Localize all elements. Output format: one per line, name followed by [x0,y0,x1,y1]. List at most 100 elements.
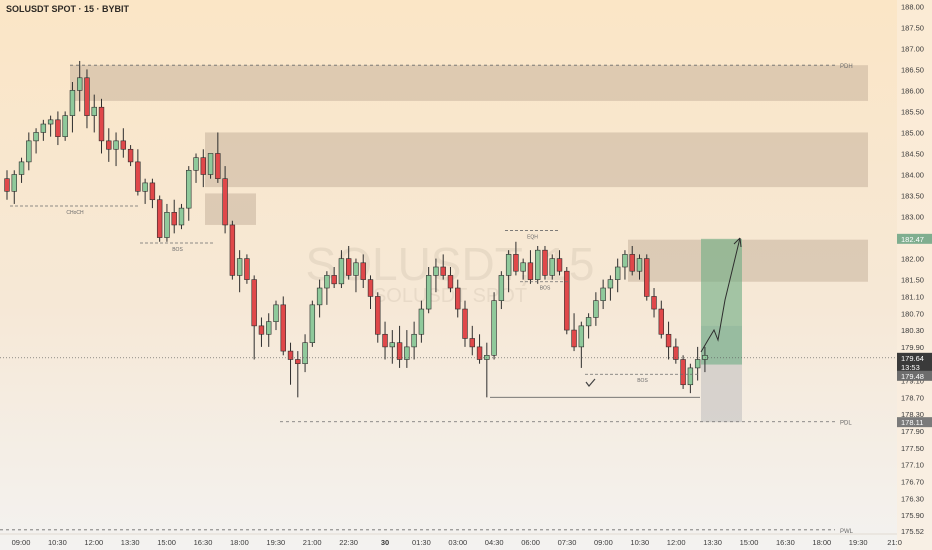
bullish-candle [69,90,76,116]
bearish-candle [571,329,577,348]
price-label-text: 182.47 [901,235,924,244]
level-label-pdh: PDH [840,64,853,70]
bearish-candle [244,258,250,280]
time-tick: 01:30 [412,538,431,547]
time-tick: 04:30 [485,538,504,547]
price-tick: 179.10 [901,377,924,386]
time-tick: 15:00 [157,538,176,547]
bearish-candle [127,148,134,163]
bullish-candle [302,342,308,365]
structure-label: CHoCH [66,210,84,216]
bearish-candle [156,199,163,238]
watermark-subtitle: SOLUSDT SPOT [373,285,527,307]
supply-zone [70,65,868,101]
bullish-candle [600,287,606,301]
bearish-candle [84,77,90,116]
bullish-candle [186,169,192,209]
bearish-candle [345,258,352,276]
bullish-candle [484,354,490,360]
bearish-candle [215,153,221,180]
price-tick: 175.90 [901,511,924,520]
price-tick: 177.90 [901,427,924,436]
symbol-title: SOLUSDT SPOT · 15 · BYBIT [6,4,130,14]
time-tick: 30 [381,538,389,547]
price-tick: 186.00 [901,86,924,95]
price-tick: 185.50 [901,107,924,116]
bearish-candle [55,119,61,137]
price-tick: 183.00 [901,213,924,222]
bearish-candle [447,275,454,289]
bearish-candle [542,249,548,276]
time-tick: 12:00 [84,538,103,547]
bullish-candle [578,325,585,348]
price-tick: 176.30 [901,494,924,503]
price-tick: 183.50 [901,192,924,201]
bullish-candle [266,321,272,335]
bullish-candle [164,212,170,238]
time-tick: 22:30 [339,538,358,547]
bearish-candle [222,178,228,226]
time-tick: 03:00 [448,538,467,547]
bearish-candle [360,262,366,280]
time-axis[interactable]: 09:00 10:30 12:00 13:30 15:00 16:30 18:00 19:30… [0,533,902,547]
bearish-candle [375,296,381,335]
bullish-candle [33,132,39,142]
check-mark-icon [585,378,596,387]
bearish-candle [396,342,403,360]
level-label-pdl: PDL [840,421,852,427]
bullish-candle [207,153,214,175]
bullish-candle [178,207,185,226]
bearish-candle [476,346,483,360]
bearish-candle [673,346,679,360]
take-profit-zone [701,238,742,365]
time-tick: 15:00 [740,538,759,547]
bullish-candle [418,308,425,335]
bearish-candle [382,333,388,348]
price-tick: 181.10 [901,292,924,301]
structure-label: EQH [527,234,538,240]
time-tick: 21:0 [887,538,902,547]
bullish-candle [614,266,621,280]
price-tick: 187.00 [901,44,924,53]
time-tick: 12:00 [667,538,686,547]
bearish-candle [106,140,112,150]
bullish-candle [535,249,541,280]
bullish-candle [425,275,432,310]
bearish-candle [564,270,570,331]
price-axis[interactable]: 188.00 187.50 187.00 186.50 186.00 185.50 185.… [897,0,932,550]
price-tick: 178.30 [901,410,924,419]
price-tick: 177.50 [901,444,924,453]
bullish-candle [309,304,316,343]
time-tick: 16:30 [194,538,213,547]
bearish-candle [680,359,686,386]
arrow-head-icon [733,237,742,248]
level-label-pwl: PWL [840,529,854,535]
candles-layer [4,60,708,398]
zones-layer [70,65,868,423]
time-tick: 13:30 [121,538,140,547]
bearish-candle [644,258,650,297]
price-tick: 181.50 [901,276,924,285]
bearish-candle [251,279,257,327]
price-tick: 180.70 [901,309,924,318]
price-tick: 184.50 [901,149,924,158]
bullish-candle [40,123,47,133]
time-tick: 07:30 [558,538,577,547]
price-tick: 175.52 [901,527,924,536]
price-label-countdown [897,361,932,372]
bearish-candle [527,262,534,280]
bullish-candle [62,115,68,137]
price-tick: 184.00 [901,170,924,179]
bullish-candle [18,161,25,175]
bullish-candle [316,287,323,306]
bearish-candle [135,161,141,192]
bearish-candle [462,308,468,339]
bearish-candle [295,359,301,365]
bullish-candle [636,258,643,272]
price-tick: 185.00 [901,128,924,137]
bearish-candle [629,254,635,272]
bearish-candle [229,224,236,276]
